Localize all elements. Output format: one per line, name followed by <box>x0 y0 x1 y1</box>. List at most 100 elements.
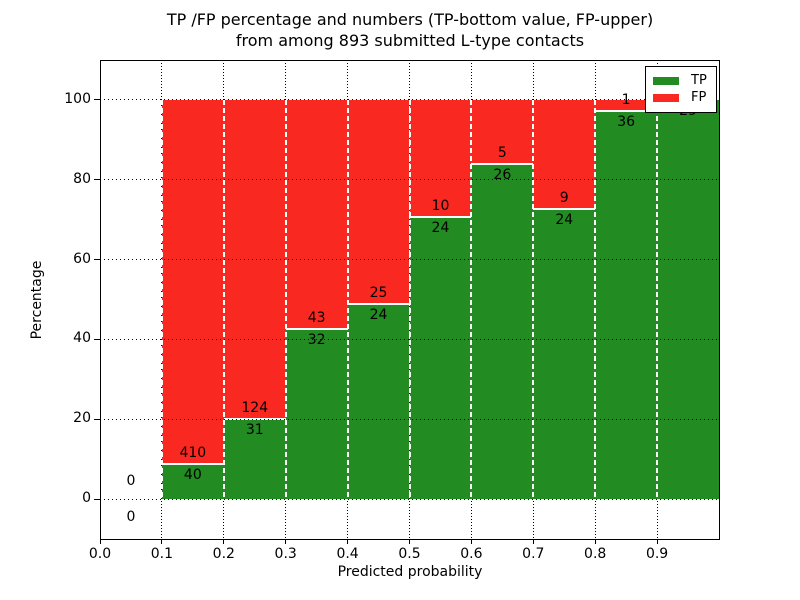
bar-separator-line <box>409 216 472 219</box>
h-gridline <box>100 418 719 420</box>
bar-tp-segment <box>223 419 286 500</box>
bar-edge-dashed-line <box>594 99 597 500</box>
bar-separator-line <box>533 207 596 210</box>
legend-label-fp: FP <box>691 90 707 105</box>
x-axis-label: Predicted probability <box>337 564 483 580</box>
bar-separator-line <box>161 462 224 465</box>
annotation-fp-count: 43 <box>307 309 326 326</box>
legend: TP FP <box>645 66 717 113</box>
y-tick-mark <box>94 179 100 181</box>
bar-tp-segment <box>471 164 534 500</box>
annotation-tp-count: 32 <box>307 331 326 348</box>
bar-edge-dashed-line <box>284 99 287 500</box>
x-tick-label: 0.4 <box>336 546 359 562</box>
y-tick-mark <box>94 418 100 420</box>
x-tick-mark <box>161 539 163 544</box>
bar-fp-segment <box>161 99 224 464</box>
x-tick-mark <box>409 539 410 544</box>
annotation-fp-count: 10 <box>431 198 450 215</box>
bar-edge-dashed-line <box>470 99 473 500</box>
bar-separator-line <box>347 302 410 305</box>
h-gridline <box>100 338 719 340</box>
bar-edge-dashed-line <box>656 99 659 500</box>
h-gridline <box>100 259 719 261</box>
x-tick-label: 0.3 <box>274 546 297 562</box>
bar-edge-dashed-line <box>346 99 349 500</box>
x-tick-mark <box>285 539 287 544</box>
bar-tp-segment <box>409 217 472 500</box>
x-tick-mark <box>223 539 225 544</box>
bar-separator-line <box>471 163 534 166</box>
legend-item-tp: TP <box>653 73 716 88</box>
chart-title: TP /FP percentage and numbers (TP-bottom… <box>100 9 720 51</box>
annotation-tp-count: 24 <box>431 220 450 237</box>
bar-edge-dashed-line <box>160 99 163 500</box>
x-tick-mark <box>99 539 101 544</box>
annotation-fp-count: 410 <box>179 444 207 461</box>
bar-fp-segment <box>409 99 472 218</box>
chart-title-line1: TP /FP percentage and numbers (TP-bottom… <box>166 10 654 29</box>
annotation-fp-count: 0 <box>126 473 136 490</box>
bar-fp-segment <box>471 99 534 165</box>
tp-color-swatch <box>653 76 679 85</box>
x-tick-label: 0.1 <box>150 546 174 562</box>
bar-tp-segment <box>285 328 348 500</box>
h-gridline <box>100 179 719 181</box>
bar-separator-line <box>285 327 348 330</box>
x-tick-mark <box>594 539 596 544</box>
annotation-fp-count: 9 <box>559 189 569 206</box>
x-tick-label: 0.2 <box>212 546 235 562</box>
fp-color-swatch <box>653 93 679 102</box>
annotation-fp-count: 25 <box>369 284 388 301</box>
bar-fp-segment <box>533 99 596 209</box>
chart-title-line2: from among 893 submitted L-type contacts <box>235 31 585 50</box>
bar-tp-segment <box>347 303 410 500</box>
bar-fp-segment <box>347 99 410 304</box>
annotation-tp-count: 24 <box>555 211 574 228</box>
bar-tp-segment <box>161 463 224 500</box>
annotation-fp-count: 1 <box>621 91 631 108</box>
y-tick-mark <box>94 259 100 261</box>
x-tick-mark <box>656 539 658 544</box>
x-tick-mark <box>532 539 534 544</box>
bar-edge-dashed-line <box>222 99 225 500</box>
y-tick-mark <box>94 99 100 101</box>
h-gridline <box>100 498 719 500</box>
y-tick-label: 0 <box>82 490 91 507</box>
annotation-tp-count: 31 <box>245 422 264 439</box>
x-tick-mark <box>470 539 472 544</box>
y-axis-label: Percentage <box>29 260 45 340</box>
h-gridline <box>100 99 719 101</box>
bar-separator-line <box>595 109 658 112</box>
bar-edge-dashed-line <box>532 99 535 500</box>
x-tick-label: 0.0 <box>88 546 112 562</box>
bar-tp-segment <box>533 208 596 500</box>
x-tick-label: 0.7 <box>522 546 545 562</box>
x-tick-label: 0.8 <box>584 546 607 562</box>
y-tick-label: 100 <box>64 90 91 107</box>
y-tick-label: 60 <box>73 250 91 267</box>
legend-label-tp: TP <box>691 73 707 88</box>
x-tick-label: 0.5 <box>398 546 421 562</box>
bar-fp-segment <box>595 99 658 111</box>
y-tick-label: 80 <box>73 170 91 187</box>
x-tick-label: 0.6 <box>460 546 483 562</box>
bar-tp-segment <box>657 99 719 500</box>
y-tick-label: 40 <box>73 330 91 347</box>
annotation-fp-count: 5 <box>497 145 507 162</box>
y-tick-mark <box>94 498 100 500</box>
y-tick-label: 20 <box>73 410 91 427</box>
y-tick-mark <box>94 338 100 340</box>
x-tick-label: 0.9 <box>645 546 669 562</box>
bar-edge-dashed-line <box>408 99 411 500</box>
bar-tp-segment <box>595 110 658 500</box>
x-tick-mark <box>347 539 349 544</box>
annotation-tp-count: 24 <box>369 306 388 323</box>
annotation-tp-count: 36 <box>617 113 636 130</box>
annotation-fp-count: 124 <box>241 400 269 417</box>
legend-item-fp: FP <box>653 90 716 105</box>
annotation-tp-count: 0 <box>126 509 136 526</box>
annotation-tp-count: 40 <box>183 466 202 483</box>
